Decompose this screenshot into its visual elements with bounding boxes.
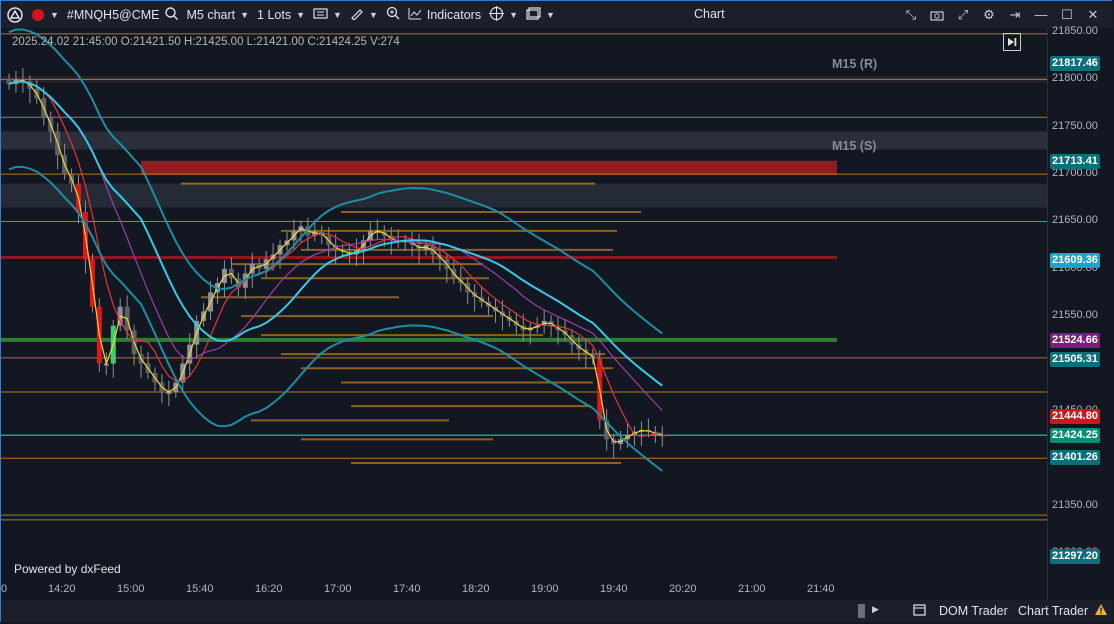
vwap-line (8, 80, 663, 387)
chart-canvas[interactable] (1, 28, 1047, 600)
chevron-down-icon: ▼ (50, 9, 59, 20)
price-chart[interactable] (1, 28, 1047, 600)
chart-toolbar: ▼ #MNQH5@CME M5 chart ▼ 1 Lots ▼ ▼ ▼ Indic… (1, 1, 1113, 28)
price-marker-badge: 21444.80 (1050, 408, 1100, 424)
search-icon (165, 6, 179, 23)
price-marker-badge: 21424.25 (1050, 428, 1100, 444)
candle-body (374, 230, 380, 233)
price-tick-label: 21350.00 (1052, 498, 1098, 511)
time-tick-label: 18:20 (462, 583, 490, 595)
time-tick-label: 20:20 (669, 583, 697, 595)
zoom-in-icon (386, 6, 400, 23)
time-tick-label: 19:40 (600, 583, 628, 595)
ma-long-line (8, 80, 663, 411)
support-zone (1, 131, 1047, 150)
ma-slow-line (8, 80, 663, 438)
time-tick-label: 16:20 (255, 583, 283, 595)
timeframe-dropdown[interactable]: M5 chart ▼ (182, 1, 253, 28)
dom-trader-button[interactable]: DOM Trader (913, 603, 1008, 619)
supply-zone (141, 160, 837, 175)
price-marker-badge: 21505.31 (1050, 351, 1100, 367)
timeframe-label: M5 chart (186, 7, 236, 22)
time-tick-label: 15:40 (186, 583, 214, 595)
candle-body (166, 391, 172, 394)
indicators-button[interactable]: Indicators (404, 1, 485, 28)
dom-trader-label: DOM Trader (939, 604, 1008, 618)
collapse-icon[interactable]: ⤡ (905, 6, 917, 22)
price-tick-label: 21850.00 (1052, 25, 1098, 37)
time-tick-label: 15:00 (117, 583, 145, 595)
price-marker-badge: 21817.46 (1050, 55, 1100, 71)
price-axis[interactable]: 21850.00 21800.00 21750.00 21700.00 21650.00… (1047, 25, 1114, 600)
time-tick-label: 17:40 (393, 583, 421, 595)
time-tick-label: 21:40 (807, 583, 835, 595)
gear-icon[interactable]: ⚙ (983, 6, 995, 22)
record-button[interactable]: ▼ (27, 1, 63, 28)
data-feed-credit: Powered by dxFeed (14, 562, 121, 576)
candle-body (6, 79, 12, 85)
status-bar: ▶ DOM Trader Chart Trader (1, 600, 1113, 622)
price-marker-badge: 21713.41 (1050, 154, 1100, 170)
chevron-down-icon: ▼ (240, 9, 250, 20)
pin-icon[interactable]: ⇥ (1009, 6, 1021, 22)
drawing-tool-button[interactable]: ▼ (346, 1, 382, 28)
chart-trader-label: Chart Trader (1018, 604, 1089, 618)
maximize-icon[interactable]: ☐ (1061, 6, 1073, 22)
price-marker-badge: 21609.36 (1050, 252, 1100, 268)
price-marker-badge: 21401.26 (1050, 450, 1100, 466)
chevron-down-icon: ▼ (333, 9, 342, 20)
price-marker-badge: 21524.66 (1050, 333, 1100, 349)
time-tick-label: 17:00 (324, 583, 352, 595)
window-controls: ⤡ ⤢ ⚙ ⇥ — ☐ ✕ (898, 1, 1106, 28)
price-tick-label: 21650.00 (1052, 214, 1098, 227)
horizontal-scrollbar[interactable]: ▶ (858, 604, 882, 618)
chevron-right-icon[interactable]: ▶ (872, 604, 879, 614)
time-tick-label: 0 (1, 583, 8, 595)
chevron-down-icon: ▼ (546, 9, 555, 20)
support-zone-label: M15 (S) (832, 139, 877, 153)
minimize-icon[interactable]: — (1034, 7, 1048, 22)
chart-trader-button[interactable]: Chart Trader (1018, 603, 1108, 619)
symbol-label: #MNQH5@CME (66, 7, 160, 22)
price-tick-label: 21550.00 (1052, 309, 1098, 322)
lots-label: 1 Lots (257, 7, 292, 22)
scroll-to-end-button[interactable] (1003, 33, 1021, 51)
chevron-down-icon: ▼ (509, 9, 518, 20)
lots-dropdown[interactable]: 1 Lots ▼ (253, 1, 309, 28)
band-upper-line (8, 28, 663, 335)
band-lower-line (8, 165, 663, 472)
resistance-zone-label: M15 (R) (832, 57, 878, 71)
time-tick-label: 14:20 (48, 583, 76, 595)
pencil-icon (350, 6, 364, 23)
time-tick-label: 21:00 (738, 583, 766, 595)
crosshair-button[interactable]: ▼ (485, 1, 522, 28)
layout-button[interactable]: ▼ (522, 1, 559, 28)
indicators-label: Indicators (426, 7, 482, 22)
candle-body (659, 434, 665, 437)
ohlc-readout: 2025.24.02 21:45:00 O:21421.50 H:21425.0… (12, 36, 400, 48)
close-icon[interactable]: ✕ (1087, 6, 1099, 22)
gray-zone (1, 183, 1047, 208)
app-logo-icon[interactable] (1, 1, 27, 28)
camera-icon[interactable] (924, 9, 950, 21)
chevron-down-icon: ▼ (296, 9, 306, 20)
chat-button[interactable]: ▼ (309, 1, 346, 28)
chevron-down-icon: ▼ (368, 9, 378, 20)
time-tick-label: 19:00 (531, 583, 559, 595)
price-tick-label: 21750.00 (1052, 119, 1098, 132)
symbol-selector[interactable]: #MNQH5@CME (63, 1, 183, 28)
price-tick-label: 21800.00 (1052, 72, 1098, 85)
scrollbar-thumb[interactable] (858, 604, 865, 618)
price-marker-badge: 21297.20 (1050, 548, 1100, 564)
time-axis[interactable]: 0 14:20 15:00 15:40 16:20 17:00 17:40 18:20 19:0… (1, 578, 1047, 600)
zoom-button[interactable] (382, 1, 404, 28)
layout-icon (526, 6, 541, 23)
indicators-icon (408, 7, 422, 23)
crosshair-icon (489, 5, 505, 24)
window-title: Chart (694, 7, 725, 21)
price-tick-label: 21700.00 (1052, 167, 1098, 180)
warning-icon (1094, 603, 1108, 619)
fullscreen-icon[interactable]: ⤢ (957, 6, 969, 22)
calendar-icon (913, 603, 926, 619)
